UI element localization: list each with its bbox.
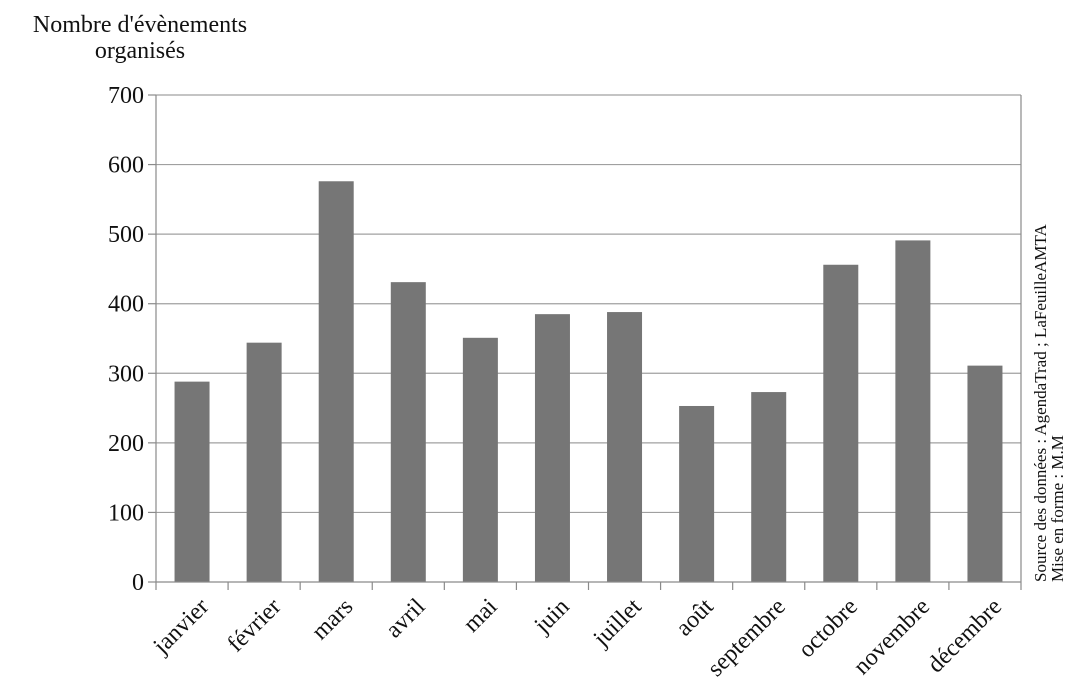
source-note-line1: Source des données : AgendaTrad ; LaFeui… [1031,223,1050,582]
y-tick-label: 400 [108,292,144,318]
x-tick-label: septembre [703,594,791,682]
bar-janvier [174,381,210,582]
bar-novembre [895,240,931,582]
x-tick-label: novembre [849,594,935,680]
bars [174,181,1003,583]
y-tick-label: 100 [108,500,144,526]
x-tick-label: décembre [923,594,1007,678]
bar-mai [462,337,498,582]
x-tick-labels: janvier février mars avril mai juin juillet aoû… [148,594,1007,682]
y-axis-title: Nombre d'évènements organisés [32,12,248,64]
x-tick-label: juillet [588,594,647,653]
y-tick-label: 300 [108,361,144,387]
x-tick-label: juin [529,594,574,639]
y-tick-label: 500 [108,222,144,248]
source-note-line2: Mise en forme : M.M [1048,435,1067,582]
x-tick-label: août [671,594,719,642]
source-note: Source des données : AgendaTrad ; LaFeui… [1031,223,1067,582]
bar-avril [390,282,426,582]
bar-juillet [607,312,643,582]
bar-février [246,342,282,582]
x-tick-label: avril [381,594,431,644]
gridlines [156,94,1021,514]
x-tick-label: octobre [794,594,863,663]
x-tick-label: mai [459,594,503,638]
axes [148,94,1022,590]
bar-décembre [967,365,1003,582]
bar-mars [318,181,354,583]
y-tick-labels: 0 100 200 300 400 500 600 700 [108,83,144,596]
x-tick-label: février [223,594,287,658]
bar-juin [534,314,570,582]
x-tick-label: janvier [148,594,214,660]
bar-août [679,405,715,582]
y-tick-label: 200 [108,431,144,457]
y-tick-label: 600 [108,153,144,179]
y-tick-label: 700 [108,83,144,109]
y-tick-label: 0 [132,570,144,596]
bar-octobre [823,264,859,582]
bar-septembre [751,392,787,582]
x-tick-label: mars [307,594,358,645]
